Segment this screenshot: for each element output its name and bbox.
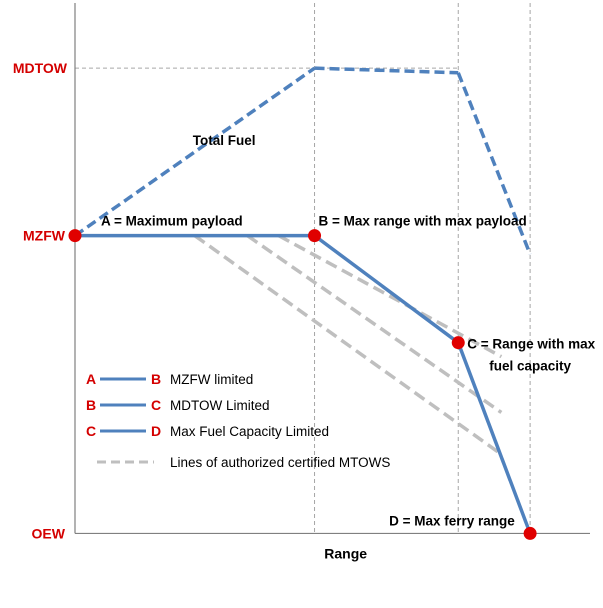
y-tick-label-oew: OEW [32,525,66,541]
total-fuel-series [73,66,532,255]
legend: A B MZFW limited B C MDTOW Limited C D M… [86,371,390,470]
point-b-marker [308,229,322,243]
legend-entry-1-to: B [151,371,161,387]
y-tick-label-mzfw: MZFW [23,228,66,244]
mtow-line-3 [277,234,503,359]
x-axis-label: Range [324,545,367,561]
mtow-line-2 [246,234,503,414]
legend-entry-2-to: C [151,397,161,413]
legend-entry-1-from: A [86,371,96,387]
axes [74,3,590,535]
legend-entry-3-text: Max Fuel Capacity Limited [170,424,329,439]
legend-entry-4-text: Lines of authorized certified MTOWS [170,455,390,470]
total-fuel-label: Total Fuel [193,133,256,148]
reference-lines [75,3,531,534]
legend-entry-1-text: MZFW limited [170,372,253,387]
legend-entry-2-from: B [86,397,96,413]
point-a-label: A = Maximum payload [101,214,243,229]
point-b-label: B = Max range with max payload [319,214,527,229]
point-c-marker [451,336,465,350]
payload-range-segment-2 [313,234,460,345]
total-fuel-segment-1 [73,66,316,238]
point-a-marker [68,229,82,243]
mtow-line-1 [193,234,503,456]
payload-range-segment-3 [456,342,532,535]
mtow-lines [193,234,503,456]
point-d-label: D = Max ferry range [389,513,515,528]
point-c-label-line2: fuel capacity [489,359,571,374]
total-fuel-segment-3 [456,72,532,255]
payload-range-series [75,233,532,535]
y-tick-label-mdtow: MDTOW [13,60,68,76]
legend-entry-3-from: C [86,423,96,439]
point-d-marker [523,526,537,540]
legend-entry-2-text: MDTOW Limited [170,398,270,413]
point-c-label-line1: C = Range with max [467,337,595,352]
total-fuel-segment-2 [314,66,459,75]
point-markers [68,229,537,540]
legend-entry-3-to: D [151,423,161,439]
